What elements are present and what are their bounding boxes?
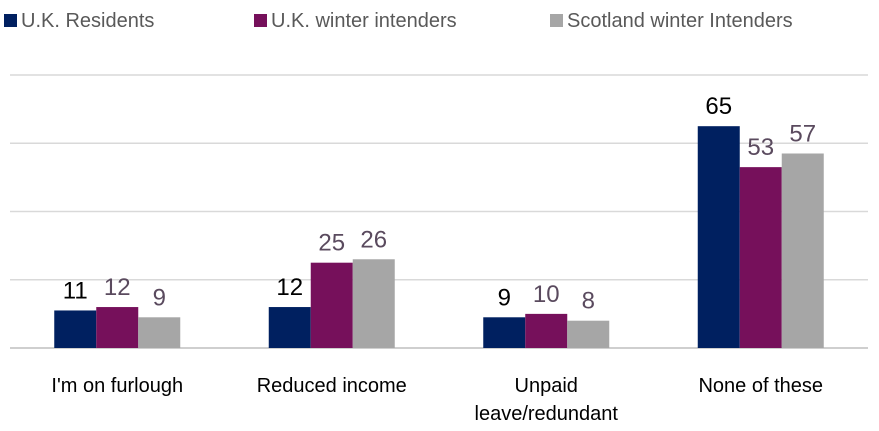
- data-labels: 11 12 9 12 25 26 9 10 8 65 53 57: [63, 93, 816, 315]
- bar: [54, 310, 97, 348]
- data-label: 25: [318, 230, 345, 257]
- data-label: 8: [582, 288, 595, 315]
- bar: [483, 317, 526, 348]
- bar: [697, 126, 740, 348]
- data-label: 9: [153, 284, 166, 311]
- legend-label: U.K. Residents: [21, 10, 154, 32]
- x-tick-label: Unpaid: [515, 375, 578, 397]
- data-label: 65: [705, 93, 732, 120]
- legend: U.K. Residents U.K. winter intenders Scotl…: [4, 10, 793, 32]
- x-tick-label: None of these: [698, 375, 823, 397]
- bar: [352, 259, 395, 348]
- bars: [54, 126, 824, 348]
- bar: [567, 320, 610, 348]
- bar: [268, 307, 311, 348]
- data-label: 12: [104, 274, 131, 301]
- data-label: 57: [789, 120, 816, 147]
- legend-label: Scotland winter Intenders: [567, 10, 793, 32]
- x-axis-labels: I'm on furlough Reduced income Unpaid leave…: [51, 375, 823, 425]
- bar: [739, 167, 782, 348]
- data-label: 26: [360, 226, 387, 253]
- data-label: 11: [63, 277, 88, 304]
- data-label: 9: [498, 284, 511, 311]
- legend-label: U.K. winter intenders: [271, 10, 457, 32]
- legend-swatch: [254, 14, 267, 27]
- x-tick-label: I'm on furlough: [51, 375, 183, 397]
- data-label: 12: [276, 274, 303, 301]
- bar: [781, 153, 824, 348]
- bar: [525, 313, 568, 348]
- bar: [310, 262, 353, 348]
- legend-swatch: [4, 14, 17, 27]
- x-tick-label: Reduced income: [257, 375, 407, 397]
- x-tick-label: leave/redundant: [475, 403, 619, 425]
- legend-swatch: [550, 14, 563, 27]
- bar: [96, 307, 139, 348]
- data-label: 10: [533, 281, 560, 308]
- bar: [138, 317, 181, 348]
- data-label: 53: [747, 134, 774, 161]
